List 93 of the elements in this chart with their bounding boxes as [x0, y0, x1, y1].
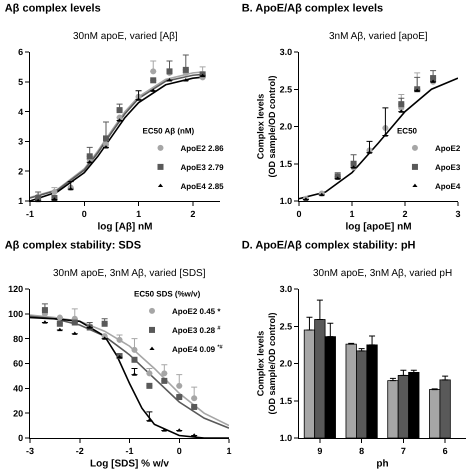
y-tick-label: 1	[18, 196, 24, 206]
y-tick-label: 2.0	[280, 358, 292, 369]
point	[102, 320, 108, 327]
point	[430, 75, 436, 82]
x-tick-label: 2	[190, 208, 196, 219]
x-tick-label: 0	[176, 446, 182, 456]
y-tick-label: 2.5	[280, 84, 292, 94]
y-tick-label: 2	[18, 166, 24, 176]
legend-label: ApoE3 2.79	[180, 163, 224, 172]
y-tick-label: 1.0	[280, 196, 292, 206]
y-tick-label: 6	[18, 47, 24, 58]
point	[56, 320, 63, 327]
point	[176, 382, 182, 389]
x-tick-label: -2	[76, 446, 84, 456]
chart-title: Aβ complex levels	[4, 2, 101, 14]
chart-title: D. ApoE/Aβ complex stability: pH	[242, 239, 416, 252]
x-tick-label: 3	[455, 208, 461, 219]
point	[146, 382, 152, 389]
y-tick-label: 1.0	[280, 433, 292, 444]
x-tick-label: -3	[26, 446, 34, 456]
x-axis-title: ph	[376, 458, 389, 470]
y-axis-title: Complex levels (OD sample/OD control)	[255, 312, 278, 415]
legend-label: ApoE3 0.28 $^{#}$	[172, 326, 222, 336]
x-tick-label: 1	[349, 208, 355, 219]
x-tick-label: 1	[226, 446, 232, 456]
y-tick-label: 120	[8, 284, 24, 294]
point	[86, 153, 93, 160]
point	[382, 133, 388, 137]
point	[56, 314, 63, 321]
legend-title: EC50 Aβ (nM)	[142, 126, 195, 136]
point	[103, 135, 109, 142]
y-tick-label: 100	[8, 308, 24, 319]
x-tick-label: 7	[400, 446, 406, 456]
point	[116, 336, 123, 343]
y-tick-label: 4	[18, 106, 24, 117]
chart-title: Aβ complex stability: SDS	[4, 239, 142, 252]
x-tick-label: 0	[296, 208, 302, 219]
y-tick-label: 1.5	[280, 158, 292, 169]
x-axis-title: log [apoE] nM	[345, 221, 412, 232]
point	[131, 346, 138, 353]
y-tick-label: 40	[13, 383, 24, 394]
chart-subtitle: 30nM apoE, varied [Aβ]	[73, 31, 178, 42]
legend-title: EC50 SDS (%w/v)	[134, 289, 201, 298]
x-tick-label: -1	[125, 446, 134, 456]
chart-subtitle: 30nM apoE, 3nM Aβ, varied [SDS]	[53, 268, 206, 279]
point	[161, 378, 168, 384]
y-tick-label: 3	[18, 136, 24, 147]
y-tick-label: 5	[18, 76, 24, 87]
point	[191, 395, 198, 402]
point	[176, 394, 182, 400]
chart-title: B. ApoE/Aβ complex levels	[242, 2, 384, 14]
y-tick-label: 0	[18, 433, 24, 444]
point	[350, 160, 357, 167]
point	[398, 101, 404, 108]
point	[182, 66, 189, 73]
x-tick-label: 6	[442, 446, 448, 456]
y-tick-label: 3.0	[280, 47, 292, 58]
y-tick-label: 20	[13, 408, 24, 418]
legend-label: ApoE2 0.45 *	[172, 307, 222, 316]
x-axis-title: Log [SDS] % w/v	[90, 458, 170, 470]
chart-subtitle: 30nM apoE, 3nM Aβ, varied pH	[313, 268, 452, 279]
legend-label: ApoE2	[434, 144, 461, 154]
x-tick-label: 8	[359, 446, 364, 456]
x-tick-label: 2	[402, 208, 408, 219]
legend-label: ApoE2 2.86	[180, 144, 224, 154]
x-tick-label: 1	[136, 208, 142, 219]
y-tick-label: 3.0	[280, 284, 292, 294]
point	[146, 370, 152, 376]
point	[150, 68, 156, 74]
x-axis-title: log [Aβ] nM	[98, 221, 152, 232]
point	[51, 189, 58, 196]
legend-label: ApoE4 2.85	[180, 182, 224, 192]
y-tick-label: 2.5	[280, 321, 292, 332]
point	[150, 77, 156, 84]
x-tick-label: 0	[82, 208, 87, 219]
x-tick-label: -1	[26, 208, 34, 219]
point	[72, 320, 78, 326]
y-tick-label: 60	[13, 358, 24, 369]
point	[42, 307, 48, 314]
point	[161, 370, 168, 376]
legend-label: ApoE4 0.09 $^{*#}$	[172, 344, 224, 354]
point	[191, 404, 198, 410]
y-tick-label: 2.0	[280, 122, 292, 132]
point	[116, 107, 123, 114]
y-tick-label: 80	[13, 334, 24, 344]
point	[131, 356, 138, 363]
legend-title: EC50	[396, 126, 418, 136]
y-axis-title: Complex levels (OD sample/OD control)	[255, 75, 278, 178]
y-tick-label: 1.5	[280, 396, 292, 406]
legend-label: ApoE3	[434, 163, 461, 172]
chart-subtitle: 3nM Aβ, varied [apoE]	[329, 31, 428, 42]
legend-label: ApoE4	[434, 182, 461, 192]
x-tick-label: 9	[317, 446, 322, 456]
